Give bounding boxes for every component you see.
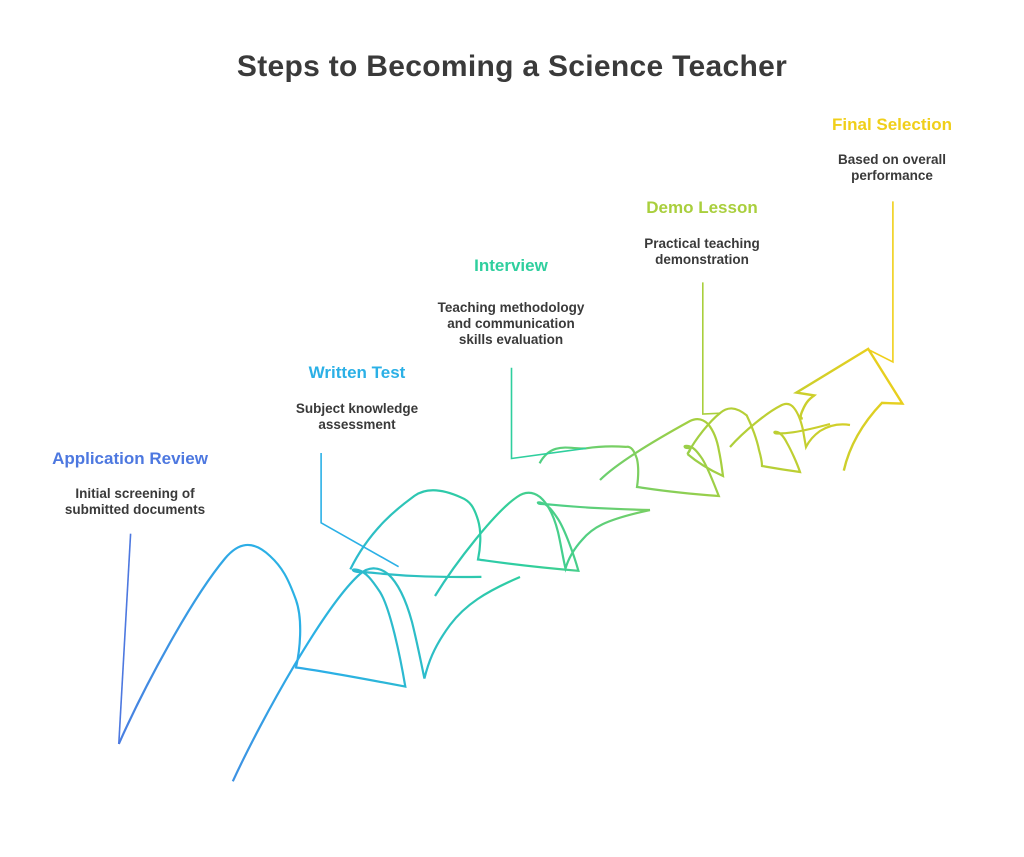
svg-text:and communication: and communication (447, 316, 575, 331)
svg-text:assessment: assessment (318, 417, 396, 432)
svg-text:skills evaluation: skills evaluation (459, 332, 563, 347)
svg-text:Subject knowledge: Subject knowledge (296, 401, 419, 416)
svg-text:Initial screening of: Initial screening of (75, 486, 195, 501)
svg-text:Final Selection: Final Selection (832, 115, 952, 134)
svg-text:submitted documents: submitted documents (65, 502, 205, 517)
svg-text:Demo Lesson: Demo Lesson (646, 198, 757, 217)
svg-text:demonstration: demonstration (655, 252, 749, 267)
svg-text:performance: performance (851, 168, 933, 183)
svg-text:Application Review: Application Review (52, 449, 209, 468)
svg-text:Written Test: Written Test (309, 363, 406, 382)
svg-text:Interview: Interview (474, 256, 548, 275)
svg-text:Based on overall: Based on overall (838, 152, 946, 167)
svg-text:Teaching methodology: Teaching methodology (438, 300, 585, 315)
svg-text:Practical teaching: Practical teaching (644, 236, 760, 251)
